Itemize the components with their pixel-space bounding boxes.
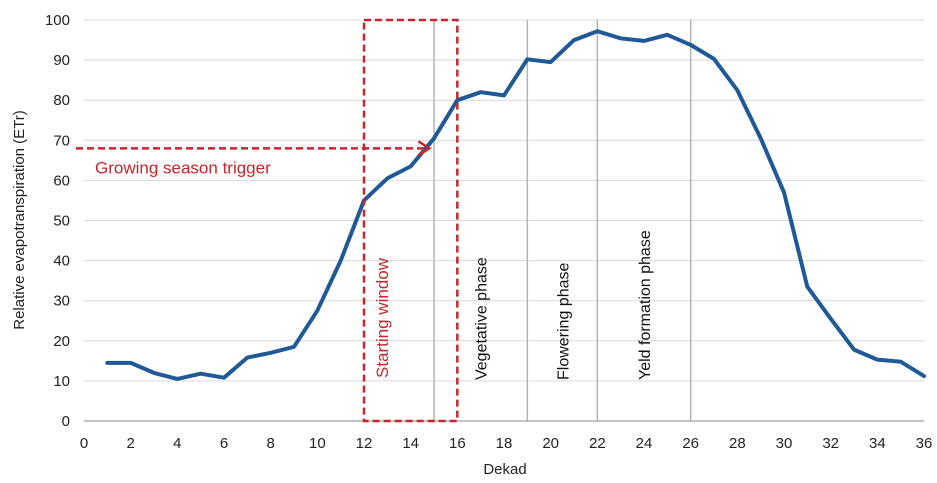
- y-tick-label: 50: [53, 213, 70, 230]
- x-tick-label: 6: [220, 435, 228, 452]
- y-tick-label: 10: [53, 373, 70, 390]
- x-tick-label: 10: [309, 435, 326, 452]
- y-tick-label: 90: [53, 52, 70, 69]
- starting-window-box: [362, 18, 459, 423]
- y-axis-label: Relative evapotranspiration (ETr): [11, 110, 28, 330]
- series-line: [105, 29, 926, 381]
- phase-label: Yeld formation phase: [637, 230, 654, 380]
- x-tick-label: 0: [80, 435, 88, 452]
- phase-label: Flowering phase: [555, 263, 572, 381]
- x-tick-label: 36: [916, 435, 933, 452]
- phase-label: Vegetative phase: [474, 257, 491, 380]
- y-axis-ticks: 0 10 20 30 40 50 60 70 80 90 100: [45, 12, 70, 430]
- series: [105, 29, 926, 381]
- phase-lines: [433, 20, 692, 421]
- x-tick-label: 30: [776, 435, 793, 452]
- y-tick-label: 0: [62, 413, 70, 430]
- y-tick-label: 70: [53, 132, 70, 149]
- x-tick-label: 26: [682, 435, 699, 452]
- x-tick-label: 24: [636, 435, 653, 452]
- y-tick-label: 30: [53, 293, 70, 310]
- starting-window-label: Starting window: [373, 257, 392, 378]
- x-tick-label: 16: [449, 435, 466, 452]
- x-tick-label: 8: [266, 435, 274, 452]
- growing-season-trigger-label: Growing season trigger: [95, 158, 271, 177]
- y-tick-label: 40: [53, 253, 70, 270]
- x-tick-label: 22: [589, 435, 606, 452]
- grid-lines: [84, 19, 924, 382]
- x-tick-label: 20: [542, 435, 559, 452]
- y-tick-label: 60: [53, 172, 70, 189]
- x-tick-label: 34: [869, 435, 886, 452]
- y-tick-label: 100: [45, 12, 70, 29]
- trigger-arrow-head: [417, 140, 432, 157]
- x-tick-label: 4: [173, 435, 181, 452]
- x-tick-label: 32: [822, 435, 839, 452]
- x-tick-label: 12: [356, 435, 373, 452]
- phase-labels: Vegetative phase Flowering phase Yeld form…: [474, 230, 654, 380]
- x-tick-label: 14: [402, 435, 419, 452]
- y-tick-label: 80: [53, 92, 70, 109]
- x-axis-ticks: 0 2 4 6 8 10 12 14 16 18 20 22 24 26 28 30 32 34 36: [80, 435, 933, 452]
- x-tick-label: 2: [126, 435, 134, 452]
- x-tick-label: 28: [729, 435, 746, 452]
- x-tick-label: 18: [496, 435, 513, 452]
- x-axis-label: Dekad: [483, 461, 526, 478]
- y-tick-label: 20: [53, 333, 70, 350]
